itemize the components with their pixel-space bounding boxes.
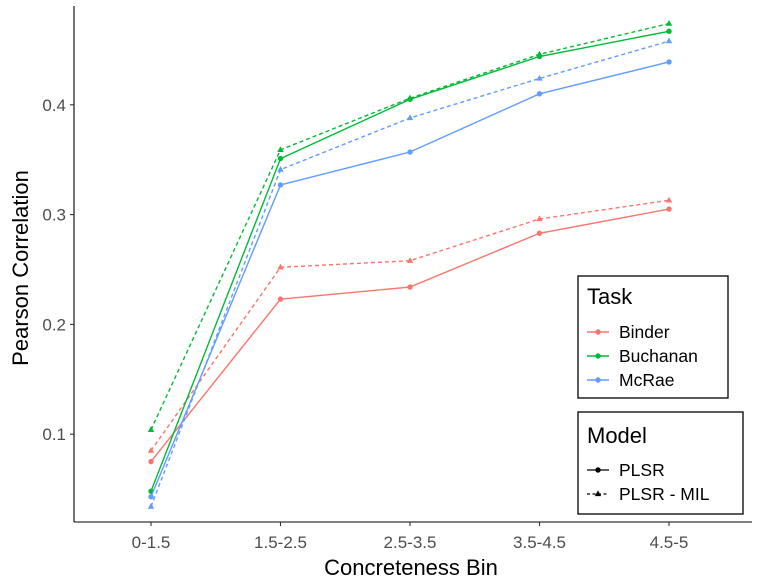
legend-task-key-marker-binder — [595, 329, 601, 335]
series-mcrae-plsr-mil-point-1-5-2-5 — [277, 165, 284, 172]
y-tick-label-2: 0.2 — [42, 315, 66, 334]
series-buchanan-plsr-mil-point-4-5-5 — [665, 19, 673, 26]
series-buchanan-plsr-point-1-5-2-5 — [277, 155, 284, 162]
legend-model-item-plsr: PLSR — [587, 460, 665, 480]
series-mcrae-plsr-point-1-5-2-5 — [277, 182, 284, 188]
series-binder-plsr-point-4-5-5 — [666, 206, 672, 212]
series-binder-plsr-point-3-5-4-5 — [536, 230, 543, 236]
series-buchanan-plsr-mil-point-2-5-3-5 — [406, 94, 414, 101]
series-mcrae-plsr-mil-point-0-1-5 — [147, 503, 155, 509]
legend-task: Task Binder Buchanan McRae — [577, 275, 729, 399]
y-tick-label-3: 0.3 — [42, 206, 66, 225]
series-binder-plsr-point-2-5-3-5 — [407, 284, 413, 290]
series-binder-plsr-mil-line — [150, 199, 670, 452]
legend-model-title: Model — [587, 423, 647, 448]
x-tick-label-2-5-3-5: 2.5-3.5 — [384, 533, 437, 552]
series-buchanan-plsr-mil-point-0-1-5 — [147, 426, 155, 432]
series-binder-plsr-mil-point-0-1-5 — [147, 447, 155, 453]
legend-task-frame — [577, 275, 729, 399]
series-binder-plsr-point-0-1-5 — [148, 458, 154, 465]
legend-task-key-marker-mcrae — [595, 377, 601, 383]
series-mcrae-plsr-point-2-5-3-5 — [407, 149, 413, 155]
series-binder-plsr-point-1-5-2-5 — [277, 296, 284, 302]
series-mcrae-plsr — [148, 59, 672, 500]
x-tick-label-4-5-5: 4.5-5 — [650, 533, 689, 552]
x-tick-label-1-5-2-5: 1.5-2.5 — [254, 533, 307, 552]
series-buchanan-plsr-mil-line — [150, 22, 670, 431]
y-axis-title: Pearson Correlation — [8, 170, 33, 366]
legend-model-items: PLSR PLSR - MIL — [587, 460, 710, 504]
series-buchanan-plsr-point-4-5-5 — [666, 28, 672, 34]
legend-model-item-plsr-mil: PLSR - MIL — [587, 484, 710, 504]
series-binder-plsr-mil-point-4-5-5 — [665, 196, 673, 203]
series-buchanan-plsr-mil — [147, 19, 673, 432]
axes: 0.1 0.2 0.3 0.4 0-1.5 1.5-2.5 2.5-3.5 3.5-4.5 4… — [42, 6, 752, 552]
series-buchanan-plsr-mil-point-3-5-4-5 — [536, 50, 543, 57]
legend-model-label-plsr-mil: PLSR - MIL — [619, 484, 710, 504]
series-layer — [147, 19, 673, 509]
series-binder-plsr — [148, 206, 672, 465]
legend-task-item-mcrae: McRae — [587, 370, 674, 390]
series-binder-plsr-mil-point-2-5-3-5 — [406, 257, 414, 263]
x-axis-ticks: 0-1.5 1.5-2.5 2.5-3.5 3.5-4.5 4.5-5 — [132, 522, 689, 552]
series-mcrae-plsr-point-3-5-4-5 — [536, 91, 543, 97]
legend-model-key-marker-plsr — [595, 467, 601, 473]
legend-task-label-buchanan: Buchanan — [619, 346, 698, 366]
legend-task-label-binder: Binder — [619, 322, 670, 342]
legend-model-label-plsr: PLSR — [619, 460, 665, 480]
series-mcrae-plsr-mil — [147, 37, 673, 509]
y-tick-label-4: 0.4 — [42, 96, 66, 115]
legend-task-item-binder: Binder — [587, 322, 670, 342]
x-tick-label-0-1-5: 0-1.5 — [132, 533, 171, 552]
legend-task-key-marker-buchanan — [595, 353, 601, 359]
series-binder-plsr-mil-point-3-5-4-5 — [536, 215, 543, 222]
legend-task-label-mcrae: McRae — [619, 370, 674, 390]
legend-model-key-marker-plsr-mil — [594, 490, 602, 497]
series-mcrae-plsr-point-0-1-5 — [148, 494, 154, 500]
y-tick-label-1: 0.1 — [42, 425, 66, 444]
legend-task-items: Binder Buchanan McRae — [587, 322, 698, 390]
legend-model-frame — [577, 411, 744, 515]
y-axis-ticks: 0.1 0.2 0.3 0.4 — [42, 96, 74, 444]
legend-task-title: Task — [587, 284, 633, 309]
series-binder-plsr-mil — [147, 196, 673, 453]
legend-task-item-buchanan: Buchanan — [587, 346, 698, 366]
series-mcrae-plsr-mil-point-3-5-4-5 — [536, 74, 543, 81]
x-tick-label-3-5-4-5: 3.5-4.5 — [513, 533, 566, 552]
series-mcrae-plsr-point-4-5-5 — [666, 59, 672, 65]
series-mcrae-plsr-mil-point-4-5-5 — [665, 37, 673, 44]
legend-model: Model PLSR PLSR - MIL — [577, 411, 744, 515]
series-mcrae-plsr-mil-point-2-5-3-5 — [406, 114, 414, 121]
series-binder-plsr-mil-point-1-5-2-5 — [277, 263, 284, 270]
x-axis-title: Concreteness Bin — [324, 555, 498, 580]
series-buchanan-plsr-mil-point-1-5-2-5 — [277, 146, 284, 152]
